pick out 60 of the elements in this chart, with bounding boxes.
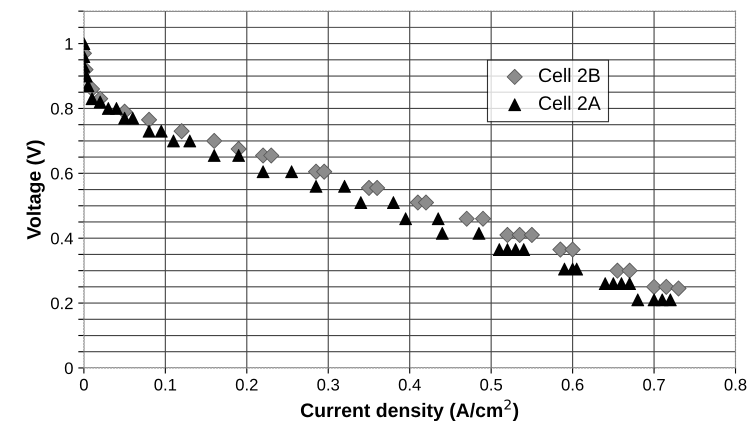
point [256, 165, 270, 178]
x-tick-label: 0.8 [724, 378, 746, 391]
point [512, 226, 528, 243]
point [622, 262, 638, 279]
point [354, 196, 368, 209]
y-tick-label: 1 [65, 38, 73, 50]
point [670, 280, 687, 297]
point [316, 164, 332, 180]
point [206, 132, 222, 149]
legend-label: Cell 2B [539, 68, 600, 82]
point [564, 242, 581, 258]
point [499, 226, 516, 243]
point [154, 124, 168, 138]
point [174, 123, 190, 140]
point [399, 212, 412, 226]
x-tick-label: 0.6 [562, 378, 584, 391]
y-axis-title: Voltage (V) [26, 140, 45, 240]
point [472, 226, 486, 240]
y-tick-label: 0.8 [50, 102, 73, 115]
point [369, 180, 386, 196]
point [418, 194, 434, 211]
point [436, 226, 449, 240]
x-axis-title: Current density (A/cm$^{2}$) [300, 399, 518, 422]
x-tick-label: 0.2 [236, 378, 258, 391]
point [474, 210, 492, 227]
point [646, 278, 662, 295]
point [263, 147, 280, 164]
point [141, 112, 158, 128]
point [338, 180, 351, 193]
y-tick-label: 0 [64, 362, 73, 374]
point [285, 165, 298, 178]
point [432, 212, 445, 226]
y-tick-label: 0.2 [50, 297, 73, 310]
y-tick-label: 0.6 [50, 168, 73, 180]
point [86, 92, 98, 106]
x-tick-label: 0 [80, 378, 88, 391]
point [552, 242, 568, 258]
point [110, 102, 123, 115]
point [208, 149, 221, 162]
point [126, 112, 140, 125]
x-tick-label: 0.3 [317, 378, 340, 391]
point [310, 180, 322, 193]
point [458, 210, 475, 227]
point [183, 134, 196, 148]
point [232, 149, 246, 162]
x-tick-label: 0.4 [398, 378, 421, 391]
y-tick-label: 0.4 [50, 232, 73, 244]
x-tick-label: 0.5 [480, 378, 502, 391]
point [142, 124, 156, 138]
point [631, 293, 644, 306]
point [609, 262, 626, 279]
legend-label: Cell 2A [539, 96, 601, 110]
point [664, 293, 677, 306]
point [524, 226, 540, 243]
x-tick-label: 0.7 [643, 378, 665, 391]
point [167, 134, 180, 148]
x-tick-label: 0.1 [154, 378, 176, 391]
point [386, 196, 400, 209]
point [658, 278, 674, 295]
point [94, 96, 107, 108]
